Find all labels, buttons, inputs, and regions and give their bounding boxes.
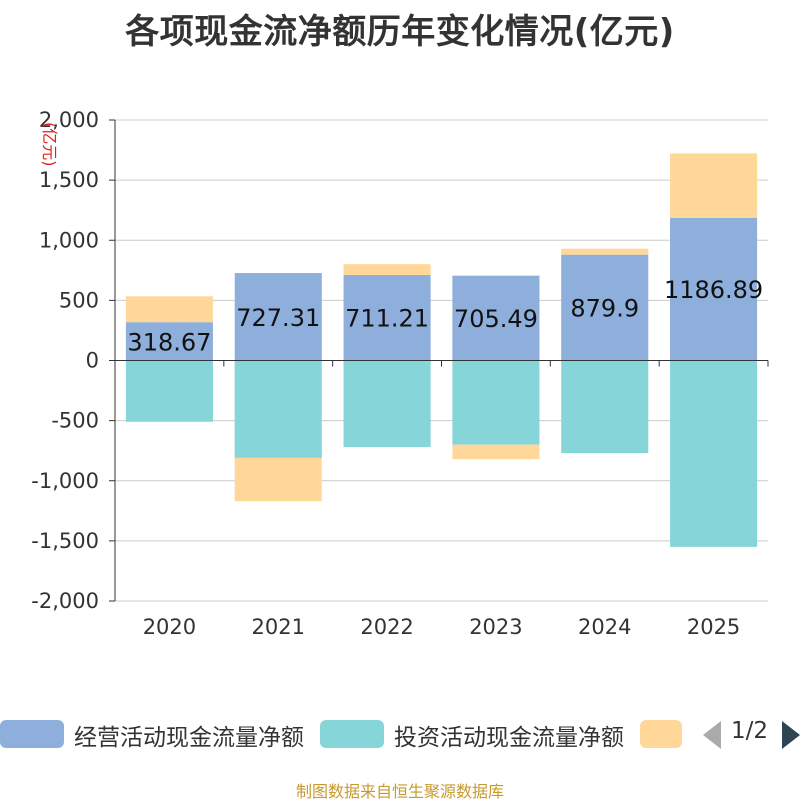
chart-title: 各项现金流净额历年变化情况(亿元)	[125, 12, 675, 52]
legend-swatch-investing	[320, 720, 384, 748]
grid-layer	[115, 119, 768, 602]
bar-1-2025	[670, 217, 758, 361]
legend-page-indicator: 1/2	[731, 718, 769, 744]
bar-3-2021	[234, 457, 322, 502]
legend-swatch-operating	[0, 720, 64, 748]
bar-3-2022	[343, 264, 431, 275]
y-tick-label: -1,500	[31, 529, 99, 553]
bar-2-2025	[670, 360, 758, 547]
data-source-note: 制图数据来自恒生聚源数据库	[295, 782, 504, 800]
x-tick-label: 2022	[360, 615, 413, 639]
legend-next-page-icon[interactable]	[782, 721, 800, 749]
bar-value-label: 1186.89	[664, 276, 763, 304]
y-tick-label: 500	[59, 288, 99, 312]
y-tick-label: -1,000	[31, 469, 99, 493]
x-tick-label: 2020	[143, 615, 196, 639]
bar-3-2023	[452, 444, 540, 460]
bar-value-label: 711.21	[345, 305, 429, 333]
legend-prev-page-icon[interactable]	[703, 721, 721, 749]
x-tick-label: 2025	[687, 615, 740, 639]
legend-swatch-financing	[640, 720, 682, 748]
y-tick-label: -2,000	[31, 589, 99, 613]
bar-value-label: 879.9	[570, 295, 639, 323]
x-tick-label: 2024	[578, 615, 631, 639]
bar-3-2024	[561, 248, 649, 255]
legend-label-investing: 投资活动现金流量净额	[394, 725, 624, 751]
x-tick-label: 2021	[252, 615, 305, 639]
y-tick-label: 0	[86, 349, 99, 373]
bar-1-2022	[343, 274, 431, 361]
bar-value-label: 727.31	[236, 304, 320, 332]
y-axis-title: (亿元)	[40, 122, 59, 167]
y-tick-label: 2,000	[39, 108, 99, 132]
y-tick-label: 1,000	[39, 228, 99, 252]
legend-label-operating: 经营活动现金流量净额	[74, 725, 304, 751]
x-tick-label: 2023	[469, 615, 522, 639]
legend: 经营活动现金流量净额 投资活动现金流量净额	[0, 714, 800, 758]
bar-3-2020	[125, 296, 213, 323]
bar-1-2024	[561, 254, 649, 361]
bar-2-2023	[452, 360, 540, 445]
bar-layer	[125, 153, 758, 547]
plot-area: 2,000 1,500 1,000 500 0 -500 -1,000 -1,500 -2,00…	[31, 108, 769, 639]
y-tick-label: 1,500	[39, 168, 99, 192]
bar-2-2021	[234, 360, 322, 458]
bar-value-label: 318.67	[127, 328, 211, 356]
bar-value-label: 705.49	[454, 305, 538, 333]
y-tick-label: -500	[51, 409, 99, 433]
bar-2-2022	[343, 360, 431, 448]
bar-2-2024	[561, 360, 649, 454]
bar-1-2021	[234, 273, 322, 361]
bar-3-2025	[670, 153, 758, 218]
bar-1-2020	[125, 322, 213, 361]
bar-2-2020	[125, 360, 213, 422]
label-layer: 318.67 727.31 711.21 705.49 879.9 1186.89	[127, 276, 763, 356]
bar-1-2023	[452, 275, 540, 361]
axis-layer: 2,000 1,500 1,000 500 0 -500 -1,000 -1,500 -2,00…	[31, 108, 769, 639]
